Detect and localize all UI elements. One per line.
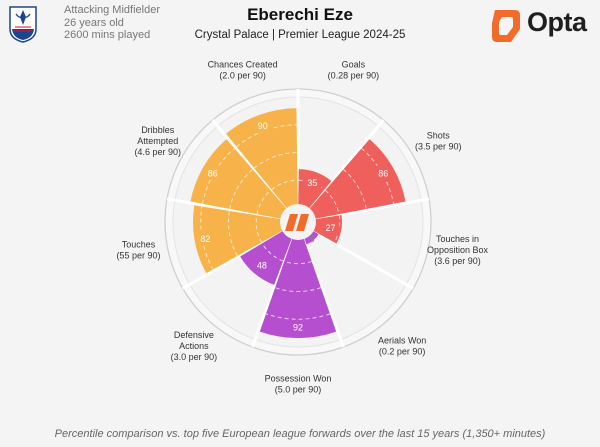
sector-divider <box>305 119 385 213</box>
percentile-gridline <box>255 215 262 243</box>
percentile-gridline <box>334 215 341 243</box>
category-label: Possession Won (5.0 per 90) <box>265 374 332 395</box>
percentile-gridline <box>236 124 297 148</box>
sector-divider <box>251 234 295 348</box>
value-label-bg <box>253 118 272 133</box>
crystal-palace-crest-icon <box>9 6 37 43</box>
player-minutes: 2600 mins played <box>64 29 151 41</box>
percentile-gridline <box>256 190 272 215</box>
chart-title: Eberechi Eze <box>247 5 353 24</box>
percentile-gridline <box>253 152 298 169</box>
category-label: Goals (0.28 per 90) <box>328 59 380 80</box>
percentile-gridline <box>201 148 235 204</box>
value-label-bg <box>203 165 222 180</box>
category-label: Touches in Opposition Box (3.6 per 90) <box>427 234 489 266</box>
value-label: 48 <box>257 261 267 271</box>
value-label-bg <box>289 320 307 335</box>
percentile-gridline <box>261 243 284 262</box>
sector-divider <box>211 119 291 213</box>
value-label-bg <box>196 231 215 246</box>
sector-divider <box>182 227 287 290</box>
opta-logo-icon <box>492 10 520 42</box>
category-label: Shots (3.5 per 90) <box>415 131 462 152</box>
footnote: Percentile comparison vs. top five Europ… <box>54 428 546 440</box>
category-label: Dribbles Attempted (4.6 per 90) <box>134 125 181 157</box>
percentile-gridline <box>324 190 340 215</box>
value-label: 82 <box>200 234 210 244</box>
sector-divider <box>166 197 285 222</box>
player-age: 26 years old <box>64 16 124 29</box>
value-label: 35 <box>307 178 317 188</box>
player-position: Attacking Midfielder <box>64 4 160 16</box>
bar-chances-created <box>226 108 298 212</box>
sector-divider <box>309 227 414 290</box>
percentile-gridline <box>271 179 298 191</box>
percentile-gridline <box>274 287 322 292</box>
category-label: Touches (55 per 90) <box>116 240 160 261</box>
sector-divider <box>311 197 430 222</box>
value-label: 90 <box>258 121 268 131</box>
center-opta-icon <box>280 204 316 240</box>
percentile-gridline <box>265 313 331 320</box>
value-label: 9 <box>310 234 315 244</box>
bar-possession-won <box>259 235 337 339</box>
sector-divider <box>301 234 345 348</box>
value-label-bg <box>374 165 393 180</box>
bar-touches <box>192 205 286 274</box>
category-label: Aerials Won (0.2 per 90) <box>378 336 426 357</box>
percentile-gridline <box>343 169 367 210</box>
percentile-gridline <box>298 179 325 191</box>
bar-dribbles-attempted <box>190 139 289 220</box>
player-meta: Attacking Midfielder 26 years old 2600 m… <box>64 4 160 42</box>
bar-defensive-actions <box>240 229 294 285</box>
value-label: 86 <box>378 168 388 178</box>
percentile-gridline <box>229 169 253 210</box>
value-label-bg <box>303 175 322 190</box>
value-label: 27 <box>325 223 335 233</box>
opta-wordmark: Opta <box>527 7 587 37</box>
percentile-gridline <box>228 210 238 257</box>
percentile-gridline <box>284 260 312 265</box>
category-label: Defensive Actions (3.0 per 90) <box>171 330 218 362</box>
value-label: 92 <box>293 323 303 333</box>
chart-subtitle: Crystal Palace | Premier League 2024-25 <box>194 29 406 41</box>
category-label: Chances Created (2.0 per 90) <box>208 59 278 80</box>
value-label-bg <box>321 220 340 235</box>
value-label-bg <box>252 258 271 273</box>
percentile-gridline <box>361 148 395 204</box>
bar-shots <box>307 139 406 220</box>
value-label: 86 <box>208 168 218 178</box>
percentile-gridline <box>200 206 214 270</box>
